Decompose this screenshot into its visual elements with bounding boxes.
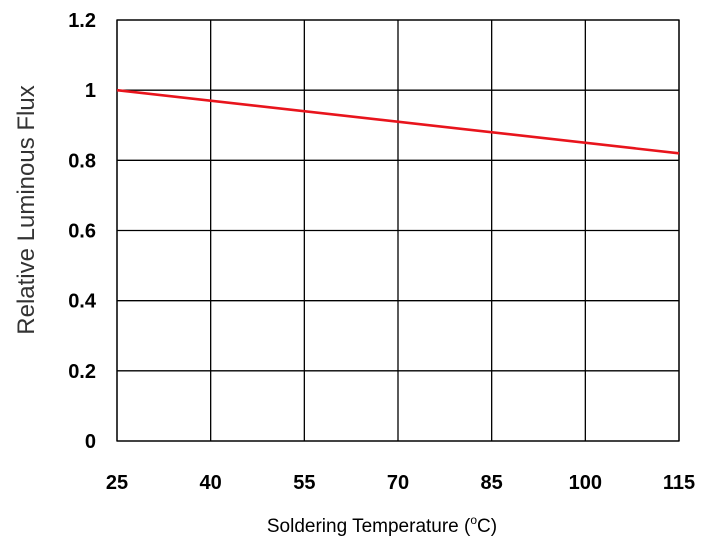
y-tick-label: 0.2 (68, 361, 96, 383)
x-tick-label: 70 (387, 472, 409, 494)
y-tick-label: 1 (85, 80, 96, 102)
y-tick-label: 0 (85, 431, 96, 453)
x-tick-label: 40 (200, 472, 222, 494)
series-line (116, 88, 680, 155)
series-layer (116, 88, 680, 155)
y-tick-label: 0.4 (68, 291, 97, 313)
x-axis-title-superscript: o (470, 513, 477, 527)
x-tick-labels: 25 40 55 70 85 100 115 (106, 472, 695, 494)
y-axis-title: Relative Luminous Flux (13, 85, 40, 334)
grid (116, 19, 680, 442)
x-tick-label: 85 (481, 472, 503, 494)
x-axis-title: Soldering Temperature (oC) (267, 513, 497, 537)
x-axis-title-text: Soldering Temperature ( (267, 516, 471, 537)
y-tick-label: 0.6 (68, 221, 96, 243)
x-tick-label: 55 (293, 472, 315, 494)
y-tick-labels: 0 0.2 0.4 0.6 0.8 1 1.2 (68, 10, 97, 453)
y-tick-label: 1.2 (68, 10, 96, 32)
y-tick-label: 0.8 (68, 150, 96, 172)
plot-area-border (116, 19, 680, 442)
x-tick-label: 100 (569, 472, 602, 494)
x-tick-label: 115 (663, 472, 695, 494)
x-axis-title-suffix: C) (477, 516, 497, 537)
x-tick-label: 25 (106, 472, 128, 494)
